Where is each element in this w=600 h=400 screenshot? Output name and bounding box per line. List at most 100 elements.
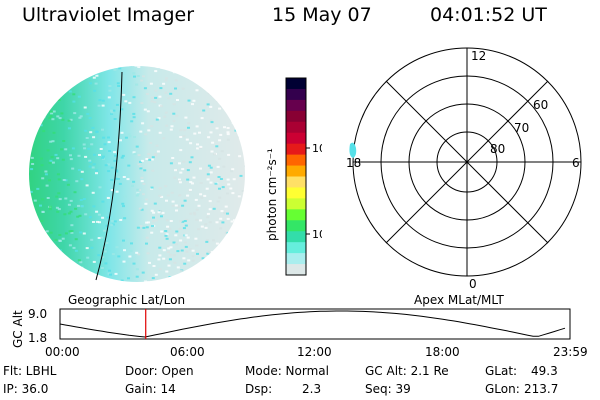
- image-pixel: [179, 149, 183, 152]
- image-pixel: [39, 157, 43, 160]
- uv-earth-image: [23, 66, 245, 289]
- image-pixel: [187, 259, 191, 262]
- image-pixel: [108, 85, 112, 87]
- image-pixel: [132, 180, 136, 183]
- image-pixel: [242, 112, 245, 115]
- image-pixel: [97, 104, 101, 107]
- image-pixel: [217, 72, 221, 75]
- image-pixel: [221, 251, 225, 254]
- image-pixel: [154, 96, 158, 99]
- image-pixel: [158, 66, 162, 69]
- image-pixel: [206, 216, 210, 219]
- image-pixel: [152, 211, 156, 214]
- image-pixel: [184, 245, 188, 248]
- image-pixel: [74, 238, 78, 241]
- image-pixel: [199, 219, 203, 222]
- image-pixel: [178, 227, 182, 230]
- image-pixel: [199, 145, 203, 148]
- image-pixel: [139, 225, 143, 228]
- image-pixel: [226, 217, 230, 220]
- image-pixel: [68, 244, 72, 247]
- image-pixel: [104, 164, 108, 167]
- image-pixel: [244, 267, 245, 270]
- image-pixel: [182, 257, 186, 260]
- image-pixel: [129, 66, 133, 67]
- colorbar-tick-100: 100: [312, 142, 322, 155]
- image-pixel: [183, 129, 187, 132]
- image-pixel: [140, 159, 144, 162]
- image-pixel: [48, 179, 51, 182]
- image-pixel: [70, 231, 74, 234]
- image-pixel: [218, 157, 222, 160]
- image-pixel: [23, 190, 26, 192]
- image-pixel: [191, 255, 195, 258]
- image-pixel: [80, 277, 84, 280]
- apex-label: Apex MLat/MLT: [414, 293, 504, 307]
- image-pixel: [35, 230, 39, 233]
- image-pixel: [169, 220, 173, 222]
- image-pixel: [168, 286, 171, 288]
- image-pixel: [136, 75, 140, 77]
- colorbar-cell: [286, 209, 306, 221]
- image-pixel: [158, 131, 162, 134]
- image-pixel: [154, 273, 158, 276]
- image-pixel: [69, 158, 73, 161]
- image-pixel: [57, 99, 61, 101]
- image-pixel: [205, 187, 209, 190]
- image-pixel: [24, 74, 27, 76]
- image-pixel: [94, 82, 98, 85]
- image-pixel: [237, 216, 241, 219]
- image-pixel: [204, 223, 208, 226]
- image-pixel: [231, 260, 235, 263]
- mode-status: Mode: Normal: [245, 364, 329, 378]
- image-pixel: [150, 187, 154, 190]
- image-pixel: [202, 109, 206, 112]
- image-pixel: [216, 277, 220, 280]
- image-pixel: [226, 100, 230, 103]
- image-pixel: [151, 225, 155, 227]
- image-pixel: [137, 154, 141, 157]
- image-pixel: [67, 203, 71, 206]
- image-pixel: [56, 173, 60, 176]
- colorbar-cell: [286, 165, 306, 177]
- image-pixel: [29, 192, 30, 195]
- image-pixel: [174, 169, 177, 172]
- image-pixel: [128, 255, 132, 258]
- image-pixel: [82, 198, 86, 200]
- image-pixel: [184, 116, 188, 119]
- image-pixel: [229, 107, 232, 110]
- geographic-label: Geographic Lat/Lon: [68, 293, 185, 307]
- image-pixel: [164, 185, 168, 188]
- image-pixel: [226, 131, 230, 134]
- image-pixel: [175, 230, 179, 233]
- image-pixel: [36, 246, 40, 249]
- image-pixel: [151, 66, 155, 67]
- image-pixel: [200, 225, 204, 228]
- image-pixel: [49, 110, 53, 113]
- image-pixel: [206, 212, 210, 215]
- image-pixel: [223, 94, 227, 97]
- image-pixel: [160, 105, 163, 108]
- dsp-value: 2.3: [302, 382, 322, 396]
- image-pixel: [48, 208, 52, 211]
- image-pixel: [46, 83, 50, 86]
- image-pixel: [191, 249, 195, 252]
- image-pixel: [102, 136, 106, 139]
- image-pixel: [119, 139, 122, 142]
- image-pixel: [174, 204, 178, 207]
- image-pixel: [241, 80, 245, 83]
- image-pixel: [219, 178, 223, 180]
- image-pixel: [75, 180, 79, 183]
- image-pixel: [30, 160, 34, 163]
- image-pixel: [217, 176, 221, 178]
- image-pixel: [39, 112, 43, 115]
- image-pixel: [191, 182, 194, 185]
- image-pixel: [140, 180, 144, 183]
- image-pixel: [154, 153, 157, 156]
- image-pixel: [65, 287, 68, 289]
- image-pixel: [31, 163, 35, 165]
- image-pixel: [181, 276, 185, 279]
- image-pixel: [145, 158, 149, 160]
- image-pixel: [129, 249, 133, 252]
- image-pixel: [94, 72, 98, 75]
